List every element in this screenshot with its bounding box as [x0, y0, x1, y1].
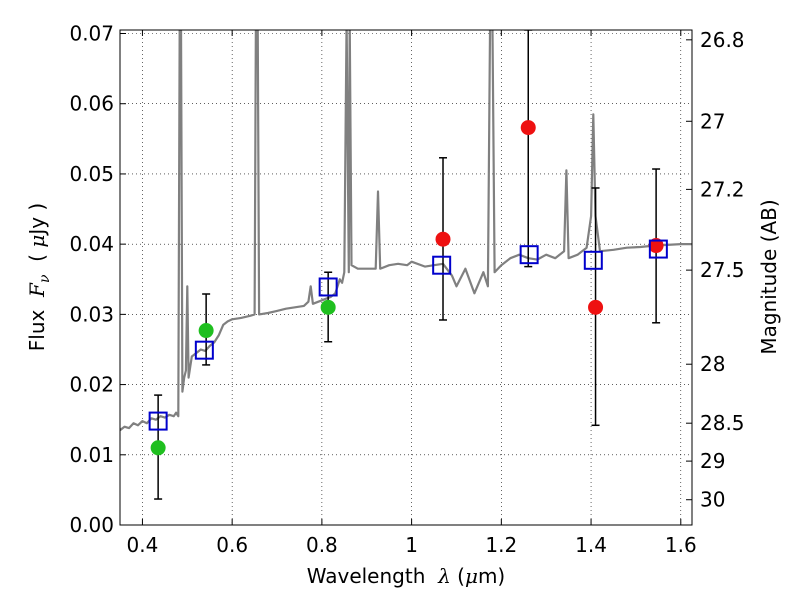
y2-tick-label: 28.5: [700, 411, 745, 435]
y-tick-label: 0.01: [69, 443, 114, 467]
x-tick-label: 1.4: [575, 533, 607, 557]
axis-ticks: 0.4 0.6 0.8 1 1.2 1.4 1.6 0.00 0.01 0.02 0.03 0.04 0…: [69, 22, 744, 557]
x-tick-label: 0.6: [216, 533, 248, 557]
green-data-point: [198, 323, 214, 339]
x-tick-label: 1.6: [665, 533, 697, 557]
y-tick-label: 0.07: [69, 22, 114, 46]
plot-frame: [119, 29, 693, 526]
plot-area: [120, 30, 692, 500]
green-data-point: [150, 440, 166, 456]
x-axis-label: Wavelength λ (μm): [307, 564, 506, 588]
y2-tick-label: 29: [700, 449, 725, 473]
y2-tick-label: 27.2: [700, 177, 745, 201]
y2-tick-label: 30: [700, 488, 725, 512]
y-tick-label: 0.03: [69, 302, 114, 326]
y2-tick-label: 28: [700, 352, 725, 376]
y2-tick-label: 27: [700, 109, 725, 133]
model-photometry-box: [194, 340, 214, 360]
y2-axis-label: Magnitude (AB): [757, 199, 781, 354]
grid: [120, 30, 692, 526]
y-tick-label: 0.04: [69, 232, 114, 256]
red-data-point: [520, 120, 536, 136]
y2-tick-label: 26.8: [700, 28, 745, 52]
red-data-point: [588, 299, 604, 315]
model-photometry-box: [148, 411, 168, 431]
y-axis-label: Flux Fν ( μJy ): [25, 203, 53, 351]
spectrum-line: [120, 30, 692, 432]
red-data-point: [435, 231, 451, 247]
model-photometry-box: [318, 277, 338, 297]
red-data-point: [648, 238, 664, 254]
model-photometry-box: [583, 250, 603, 270]
model-photometry-box: [648, 239, 668, 259]
y-tick-label: 0.00: [69, 513, 114, 537]
model-photometry-box: [432, 255, 452, 275]
x-tick-label: 0.4: [127, 533, 159, 557]
green-data-point: [320, 299, 336, 315]
model-photometry-box: [519, 245, 539, 265]
y-tick-label: 0.06: [69, 92, 114, 116]
x-tick-label: 0.8: [306, 533, 338, 557]
y-tick-label: 0.02: [69, 373, 114, 397]
x-tick-label: 1: [405, 533, 418, 557]
y-tick-label: 0.05: [69, 162, 114, 186]
y2-tick-label: 27.5: [700, 258, 745, 282]
x-tick-label: 1.2: [485, 533, 517, 557]
